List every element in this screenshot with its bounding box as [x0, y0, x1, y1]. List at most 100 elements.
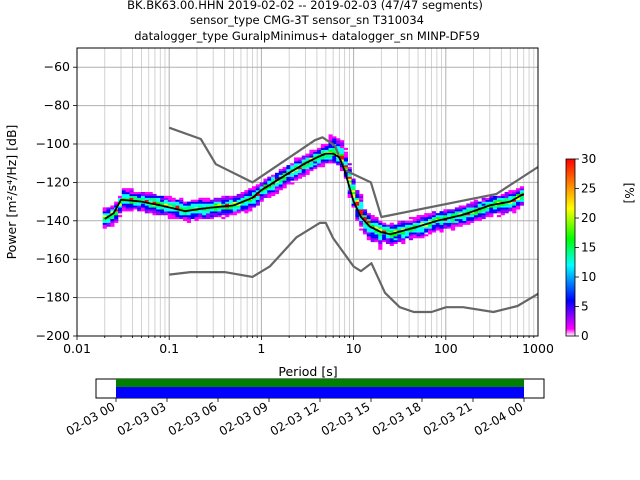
heatmap-cell [167, 211, 172, 214]
heatmap-cell [389, 224, 394, 227]
heatmap-cell [405, 226, 410, 229]
heatmap-cell [359, 218, 364, 221]
heatmap-cell [190, 203, 195, 206]
heatmap-cell [301, 172, 306, 175]
heatmap-cell [343, 157, 348, 160]
heatmap-cell [213, 207, 218, 210]
heatmap-cell [389, 241, 394, 245]
heatmap-cell [240, 205, 245, 208]
heatmap-cell [462, 207, 467, 210]
heatmap-cell [236, 199, 241, 202]
heatmap-cell [198, 201, 203, 204]
heatmap-cell [194, 209, 199, 212]
heatmap-cell [351, 193, 356, 197]
heatmap-cell [290, 163, 295, 166]
heatmap-cell [504, 207, 509, 210]
heatmap-cell [251, 199, 257, 202]
heatmap-cell [309, 153, 314, 156]
heatmap-cell [232, 199, 237, 202]
heatmap-cell [420, 218, 425, 221]
heatmap-cell [186, 215, 192, 218]
heatmap-cell [435, 224, 440, 227]
heatmap-cell [512, 192, 517, 195]
heatmap-cell [496, 211, 502, 214]
heatmap-cell [317, 153, 322, 156]
heatmap-cell [336, 157, 341, 160]
heatmap-cell [519, 188, 525, 191]
heatmap-cell [420, 216, 425, 220]
heatmap-cell [160, 197, 165, 200]
heatmap-cell [152, 195, 157, 198]
heatmap-cell [454, 207, 459, 210]
heatmap-cell [343, 161, 348, 164]
heatmap-cell [428, 232, 433, 235]
heatmap-cell [428, 230, 433, 233]
heatmap-cell [259, 195, 264, 198]
heatmap-cell [209, 215, 214, 218]
heatmap-cell [278, 170, 283, 173]
heatmap-cell [194, 215, 199, 218]
heatmap-cell [340, 159, 345, 162]
heatmap-cell [473, 203, 479, 206]
heatmap-cell [148, 197, 153, 200]
heatmap-cell [186, 220, 192, 223]
heatmap-cell [320, 157, 325, 160]
heatmap-cell [473, 211, 479, 214]
heatmap-cell [114, 205, 119, 208]
heatmap-cell [202, 203, 207, 206]
heatmap-cell [148, 203, 153, 206]
heatmap-cell [248, 193, 253, 197]
heatmap-cell [286, 176, 291, 179]
heatmap-cell [336, 142, 341, 145]
heatmap-cell [152, 209, 157, 212]
heatmap-cell [278, 188, 283, 191]
heatmap-cell [370, 238, 375, 241]
heatmap-cell [401, 238, 406, 241]
heatmap-cell [301, 174, 306, 177]
heatmap-cell [309, 157, 314, 160]
heatmap-cell [125, 193, 130, 197]
heatmap-cell [305, 163, 310, 166]
heatmap-cell [328, 134, 333, 137]
heatmap-cell [343, 159, 348, 162]
heatmap-cell [504, 195, 509, 198]
heatmap-cell [370, 222, 375, 225]
heatmap-cell [206, 205, 211, 208]
heatmap-cell [305, 167, 310, 170]
heatmap-cell [206, 209, 211, 212]
heatmap-cell [156, 199, 161, 202]
heatmap-cell [317, 151, 322, 154]
heatmap-cell [343, 165, 348, 168]
heatmap-cell [282, 186, 287, 189]
heatmap-cell [121, 197, 126, 200]
heatmap-cell [374, 240, 379, 243]
heatmap-cell [183, 205, 188, 208]
heatmap-cell [294, 163, 299, 166]
heatmap-cell [374, 224, 379, 227]
heatmap-cell [198, 203, 203, 206]
heatmap-cell [190, 199, 195, 202]
heatmap-cell [179, 201, 184, 204]
heatmap-cell [328, 144, 333, 147]
heatmap-cell [175, 215, 180, 218]
heatmap-cell [493, 211, 498, 214]
heatmap-cell [313, 165, 318, 168]
heatmap-cell [244, 207, 249, 210]
heatmap-cell [351, 192, 356, 195]
heatmap-cell [229, 213, 234, 216]
heatmap-cell [129, 195, 134, 198]
heatmap-cell [144, 211, 149, 214]
heatmap-cell [206, 203, 211, 206]
heatmap-cell [512, 209, 517, 212]
heatmap-cell [160, 209, 165, 212]
heatmap-cell [309, 163, 314, 166]
heatmap-cell [301, 170, 306, 173]
heatmap-cell [504, 211, 509, 214]
heatmap-cell [294, 159, 299, 162]
heatmap-cell [489, 197, 494, 200]
heatmap-cell [236, 195, 241, 198]
heatmap-cell [462, 215, 467, 218]
heatmap-cell [324, 153, 329, 156]
heatmap-cell [160, 195, 165, 198]
heatmap-cell [389, 230, 394, 233]
